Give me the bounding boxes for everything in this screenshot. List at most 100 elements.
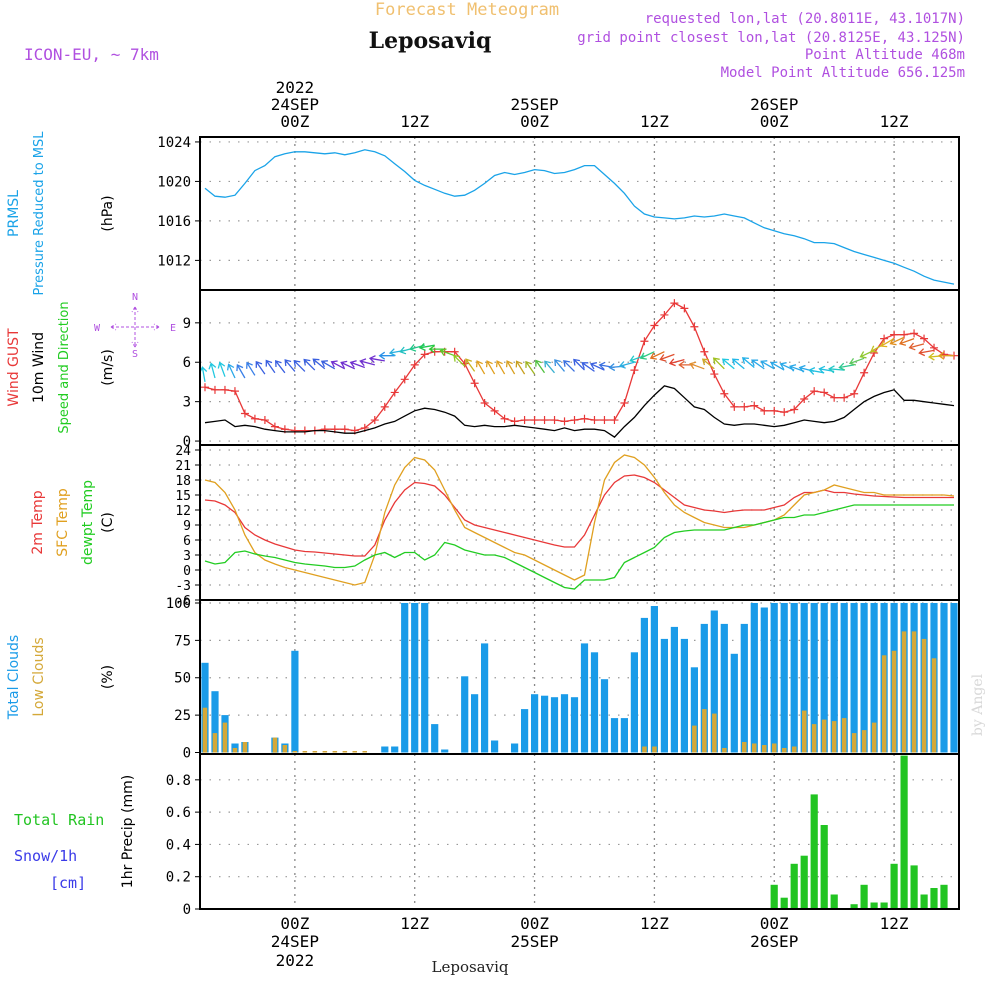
top-date-label: 26SEP (750, 95, 798, 114)
wind-arrow (515, 360, 526, 375)
point-altitude: Point Altitude 468m (805, 47, 965, 63)
bottom-hour-label: 12Z (400, 914, 429, 933)
bar-low-clouds (272, 737, 278, 753)
bottom-date-label: 26SEP (750, 932, 798, 951)
wind-arrow (838, 362, 855, 371)
panel-label--hpa-: (hPa) (100, 195, 116, 231)
gust-marker (480, 398, 489, 407)
gust-marker (410, 360, 419, 369)
bar-low-clouds (931, 658, 937, 753)
requested-coords: requested lon,lat (20.8011E, 43.1017N) (645, 11, 965, 27)
bottom-date-label: 25SEP (510, 932, 558, 951)
gust-marker (320, 425, 329, 434)
wind-arrow (760, 360, 775, 370)
snow-label: Snow/1h (14, 847, 77, 865)
gust-marker (230, 387, 239, 396)
bottom-hour-label: 00Z (760, 914, 789, 933)
gust-marker (510, 417, 519, 426)
series-line-wind-gust (204, 302, 955, 432)
bar-total-clouds (790, 603, 798, 753)
wind-arrow (589, 362, 605, 371)
wind-arrow (918, 348, 935, 357)
gust-marker (850, 389, 859, 398)
compass-e: E (170, 323, 176, 334)
wind-arrow (378, 351, 395, 360)
gust-marker (810, 387, 819, 396)
gust-marker (790, 405, 799, 414)
gust-marker (820, 388, 829, 397)
bar-low-clouds (342, 751, 348, 753)
y-tick-label: 0 (183, 746, 191, 762)
bar-total-clouds (381, 746, 389, 753)
bar-total-clouds (940, 603, 948, 753)
y-tick-label: 0.4 (166, 837, 191, 853)
bar-low-clouds (352, 751, 357, 753)
bar-total-clouds (521, 709, 529, 753)
y-tick-label: 0 (183, 902, 191, 918)
wind-arrow (668, 358, 685, 367)
bar-total-clouds (421, 603, 429, 753)
y-tick-label: 75 (174, 633, 191, 649)
wind-arrow (828, 365, 845, 374)
plot-area: 1012 1016 1020 1024 PRMSL Pressure Reduced to… (6, 131, 960, 918)
y-tick-label: 12 (175, 504, 191, 519)
y-tick-label: 9 (183, 316, 191, 332)
wind-arrow (659, 353, 675, 362)
bar-low-clouds (242, 742, 248, 753)
app-title: Forecast Meteogram (375, 0, 559, 20)
bar-low-clouds (742, 742, 747, 753)
gust-marker (750, 401, 759, 410)
bar-total-clouds (620, 718, 628, 753)
wind-arrow (265, 359, 276, 374)
wind-arrow (217, 361, 226, 377)
wind-arrow (573, 358, 585, 371)
bar-total-clouds (640, 617, 648, 753)
gust-marker (570, 416, 579, 425)
gust-marker (620, 398, 629, 407)
bottom-hour-label: 12Z (880, 914, 909, 933)
gust-marker (880, 334, 889, 343)
panel-label-2m-temp: 2m Temp (30, 490, 46, 554)
bar-low-clouds (302, 751, 308, 753)
panel-1: 1012 1016 1020 1024 PRMSL Pressure Reduced to… (6, 131, 960, 296)
bar-total-clouds (810, 603, 818, 753)
gust-marker (470, 379, 479, 388)
y-tick-label: 1024 (157, 135, 191, 151)
y-tick-label: 6 (183, 355, 191, 371)
compass-s: S (132, 349, 138, 360)
bar-low-clouds (871, 722, 877, 753)
watermark: by Angel (970, 673, 986, 736)
gust-marker (300, 426, 309, 435)
bar-total-clouds (700, 623, 708, 753)
bottom-hour-label: 00Z (520, 914, 549, 933)
panel-label-wind-gust: Wind GUST (6, 328, 22, 407)
gust-marker (490, 406, 499, 415)
y-tick-label: 1020 (157, 174, 191, 190)
bar-low-clouds (831, 721, 837, 753)
bar-total-clouds (750, 603, 758, 753)
bar-total-clouds (680, 638, 688, 753)
bar-total-clouds (600, 679, 609, 753)
bar-total-clouds (441, 749, 449, 753)
gust-marker (710, 370, 719, 379)
bottom-date-label: 24SEP (271, 932, 319, 951)
panel-label-low-clouds: Low Clouds (31, 637, 47, 716)
wind-arrow (453, 354, 466, 367)
bar-low-clouds (901, 631, 907, 753)
bar-total-clouds (461, 676, 469, 753)
wind-arrow (368, 355, 385, 364)
gust-marker (200, 383, 209, 392)
bar-total-clouds (870, 603, 878, 753)
panel-2: 0 3 6 9 N S W E Wind GUST 10m Wind Speed and Direc… (6, 289, 960, 450)
wind-arrow (226, 363, 236, 379)
gust-marker (670, 299, 679, 308)
bottom-year-label: 2022 (276, 951, 315, 970)
wind-arrow (721, 358, 735, 370)
bar-total-clouds (610, 718, 619, 753)
gust-marker (260, 416, 269, 425)
bar-total-clouds (511, 743, 519, 753)
bar-total-rain (820, 825, 828, 909)
gust-marker (420, 350, 429, 359)
compass-w: W (94, 323, 101, 334)
